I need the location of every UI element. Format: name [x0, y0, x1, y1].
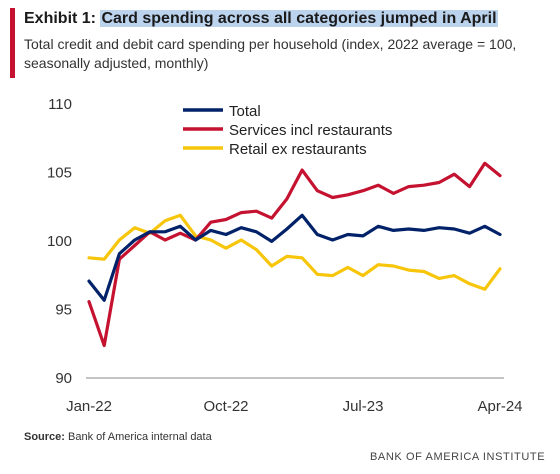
y-tick-label: 110 — [48, 96, 72, 113]
y-tick-label: 95 — [55, 302, 72, 319]
x-tick-label: Oct-22 — [203, 398, 248, 415]
series-line-total — [87, 213, 502, 302]
chart-title: Exhibit 1: Card spending across all cate… — [24, 10, 498, 28]
y-tick-label: 100 — [47, 233, 72, 250]
chart-subtitle: Total credit and debit card spending per… — [24, 36, 517, 71]
y-tick-label: 105 — [47, 165, 72, 182]
legend-label: Retail ex restaurants — [229, 141, 367, 158]
title-text: Card spending across all categories jump… — [100, 10, 498, 27]
brand-wordmark: BANK OF AMERICA INSTITUTE — [370, 451, 546, 463]
exhibit-number: Exhibit 1: — [24, 10, 97, 27]
x-tick-label: Jan-22 — [66, 398, 112, 415]
source-note: Source: Bank of America internal data — [24, 431, 212, 443]
x-tick-label: Jul-23 — [343, 398, 384, 415]
series-line-retail-ex-restaurants — [87, 213, 502, 291]
source-label: Source: — [24, 431, 65, 443]
legend-label: Total — [229, 103, 261, 120]
exhibit-accent-bar — [10, 8, 15, 78]
x-tick-label: Apr-24 — [477, 398, 522, 415]
y-tick-label: 90 — [55, 370, 72, 387]
legend-label: Services incl restaurants — [229, 122, 392, 139]
source-text: Bank of America internal data — [68, 431, 212, 443]
series-line-services-incl-restaurants — [87, 161, 502, 348]
